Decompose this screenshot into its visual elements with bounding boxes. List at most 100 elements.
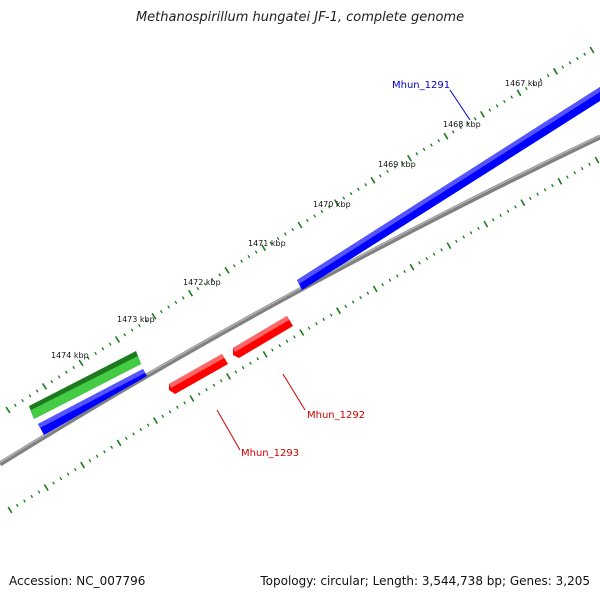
minor-tick	[103, 450, 106, 454]
minor-tick	[146, 423, 150, 427]
minor-tick	[132, 432, 135, 436]
major-tick	[224, 266, 230, 274]
minor-tick	[359, 295, 362, 300]
major-tick	[370, 176, 376, 184]
minor-tick	[386, 169, 389, 174]
major-tick	[7, 506, 13, 514]
minor-tick	[30, 494, 34, 499]
minor-tick	[291, 227, 295, 232]
map-title: Methanospirillum hungatei JF-1, complete…	[135, 10, 465, 25]
major-tick	[187, 289, 194, 297]
minor-tick	[23, 499, 26, 503]
gene-mhun-1291[interactable]	[297, 87, 600, 290]
gene-mhun-1292[interactable]	[233, 316, 293, 358]
minor-tick	[15, 503, 19, 508]
minor-tick	[388, 278, 392, 282]
gene-rna-green[interactable]	[29, 351, 141, 419]
gene-label-mhun-1293: Mhun_1293	[241, 448, 299, 459]
minor-tick	[130, 328, 134, 332]
major-tick	[80, 461, 86, 469]
major-tick	[553, 67, 558, 75]
major-tick	[43, 484, 49, 491]
major-tick	[407, 154, 412, 162]
minor-tick	[425, 256, 429, 261]
minor-tick	[13, 403, 17, 407]
minor-tick	[349, 192, 353, 196]
major-tick	[78, 359, 84, 367]
minor-tick	[396, 274, 399, 278]
gene-label-mhun-1291: Mhun_1291	[392, 80, 450, 91]
minor-tick	[469, 231, 473, 235]
minor-tick	[305, 218, 309, 223]
minor-tick	[183, 401, 186, 405]
minor-tick	[422, 147, 426, 152]
tick-label: 1474 kbp	[51, 351, 89, 360]
minor-tick	[418, 261, 421, 265]
minor-tick	[532, 82, 535, 86]
minor-tick	[437, 138, 441, 143]
tick-label: 1471 kbp	[248, 239, 286, 248]
minor-tick	[124, 436, 128, 441]
minor-tick	[108, 342, 112, 346]
minor-tick	[86, 356, 90, 360]
major-tick	[480, 110, 485, 118]
major-tick	[589, 46, 595, 54]
minor-tick	[211, 277, 214, 282]
accession-text: Accession: NC_007796	[9, 574, 146, 588]
minor-tick	[254, 250, 258, 254]
minor-tick	[344, 304, 348, 308]
minor-tick	[181, 296, 185, 300]
leader-line-mhun-1293	[216, 409, 241, 451]
minor-tick	[72, 365, 76, 370]
minor-tick	[59, 476, 63, 481]
minor-tick	[52, 481, 55, 485]
tick-label: 1472 kbp	[183, 278, 221, 287]
minor-tick	[276, 236, 280, 241]
minor-tick	[524, 86, 528, 91]
minor-tick	[451, 130, 455, 134]
tick-label: 1469 kbp	[378, 160, 416, 169]
minor-tick	[284, 232, 287, 236]
minor-tick	[168, 410, 172, 414]
minor-tick	[240, 259, 243, 263]
minor-tick	[510, 95, 514, 99]
minor-tick	[123, 333, 127, 337]
minor-tick	[139, 427, 143, 432]
major-tick	[594, 156, 600, 164]
minor-tick	[573, 171, 577, 175]
minor-tick	[536, 192, 539, 196]
minor-tick	[197, 392, 201, 396]
minor-tick	[232, 264, 236, 268]
minor-tick	[503, 99, 506, 104]
major-tick	[443, 132, 449, 140]
major-tick	[372, 285, 378, 293]
minor-tick	[566, 175, 569, 179]
minor-tick	[205, 388, 208, 392]
minor-tick	[327, 205, 331, 209]
minor-tick	[57, 375, 61, 379]
minor-tick	[74, 467, 77, 472]
minor-tick	[234, 370, 238, 374]
minor-tick	[551, 183, 554, 188]
minor-tick	[466, 121, 470, 125]
minor-tick	[459, 125, 462, 130]
minor-tick	[499, 213, 502, 218]
minor-tick	[315, 322, 318, 326]
minor-tick	[256, 357, 260, 361]
minor-tick	[364, 183, 368, 187]
major-tick	[152, 417, 158, 425]
minor-tick	[329, 313, 333, 317]
minor-tick	[110, 445, 114, 449]
gene-cds-forward-left[interactable]	[38, 369, 147, 435]
minor-tick	[249, 361, 252, 365]
minor-tick	[159, 310, 163, 314]
minor-tick	[576, 56, 579, 61]
minor-tick	[462, 235, 466, 239]
minor-tick	[269, 241, 273, 245]
major-tick	[116, 439, 122, 447]
gene-mhun-1293[interactable]	[169, 354, 228, 394]
major-tick	[41, 382, 48, 390]
minor-tick	[196, 286, 200, 291]
major-tick	[189, 395, 195, 402]
